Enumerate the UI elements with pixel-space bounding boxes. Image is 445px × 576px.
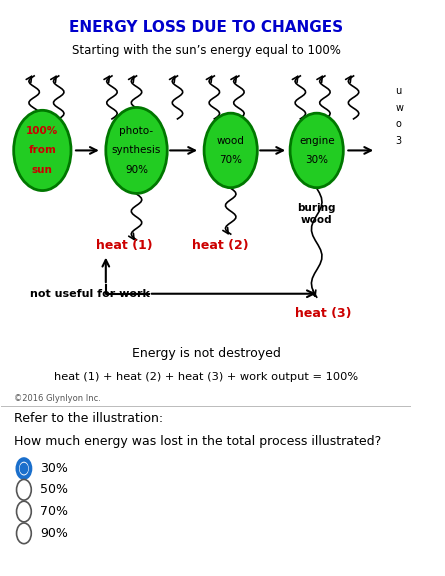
Text: u
w
o
3: u w o 3 [395,86,403,146]
Text: Energy is not destroyed: Energy is not destroyed [132,347,281,361]
Text: heat (1): heat (1) [96,238,153,252]
Text: 30%: 30% [40,462,68,475]
Text: heat (2): heat (2) [192,238,249,252]
Text: 70%: 70% [40,505,68,518]
Text: heat (3): heat (3) [295,307,351,320]
Text: 70%: 70% [219,155,242,165]
Text: Starting with the sun’s energy equal to 100%: Starting with the sun’s energy equal to … [72,44,340,56]
Text: 90%: 90% [40,527,68,540]
Circle shape [204,113,257,188]
Text: 50%: 50% [40,483,68,497]
Circle shape [16,458,31,479]
Circle shape [290,113,344,188]
Circle shape [20,464,28,473]
Text: heat (1) + heat (2) + heat (3) + work output = 100%: heat (1) + heat (2) + heat (3) + work ou… [54,372,358,382]
Circle shape [14,110,71,191]
Text: 100%: 100% [26,126,58,136]
Text: wood: wood [217,136,245,146]
Text: sun: sun [32,165,53,175]
Text: 90%: 90% [125,165,148,175]
Text: 30%: 30% [305,155,328,165]
Text: photo-: photo- [119,126,154,136]
Circle shape [19,462,29,475]
Text: from: from [28,145,56,156]
Text: engine: engine [299,136,335,146]
Text: not useful for work: not useful for work [30,289,150,299]
Text: ENERGY LOSS DUE TO CHANGES: ENERGY LOSS DUE TO CHANGES [69,20,343,35]
Text: buring
wood: buring wood [297,203,336,225]
Text: synthesis: synthesis [112,145,161,156]
Circle shape [106,108,167,194]
Text: Refer to the illustration:: Refer to the illustration: [14,412,163,425]
Text: How much energy was lost in the total process illustrated?: How much energy was lost in the total pr… [14,435,381,448]
Text: ©2016 Glynlyon Inc.: ©2016 Glynlyon Inc. [14,393,101,403]
